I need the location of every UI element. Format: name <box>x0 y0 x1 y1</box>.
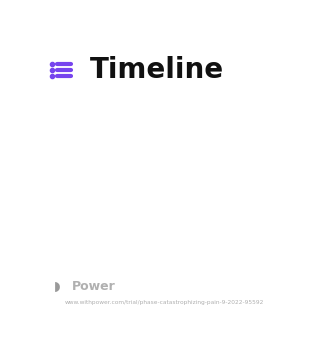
Text: www.withpower.com/trial/phase-catastrophizing-pain-9-2022-95592: www.withpower.com/trial/phase-catastroph… <box>64 300 264 305</box>
Text: immediately following
procedure: immediately following procedure <box>130 223 268 253</box>
FancyBboxPatch shape <box>50 119 278 154</box>
FancyBboxPatch shape <box>50 217 278 259</box>
Text: Screening ~: Screening ~ <box>65 130 142 143</box>
FancyBboxPatch shape <box>50 167 278 202</box>
Text: Treatment ~: Treatment ~ <box>65 178 143 191</box>
Text: 3 weeks: 3 weeks <box>217 130 268 143</box>
Text: Follow
ups ~: Follow ups ~ <box>65 223 104 253</box>
Text: Varies: Varies <box>230 178 268 191</box>
Text: ◗: ◗ <box>54 280 60 293</box>
Text: Power: Power <box>72 280 116 293</box>
Text: Timeline: Timeline <box>90 56 224 84</box>
